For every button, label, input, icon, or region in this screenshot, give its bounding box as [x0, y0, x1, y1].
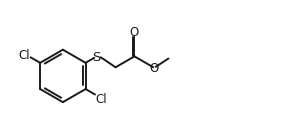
Text: Cl: Cl	[96, 93, 107, 106]
Text: O: O	[130, 26, 139, 39]
Text: Cl: Cl	[18, 49, 30, 62]
Text: O: O	[149, 62, 158, 75]
Text: S: S	[93, 51, 101, 64]
